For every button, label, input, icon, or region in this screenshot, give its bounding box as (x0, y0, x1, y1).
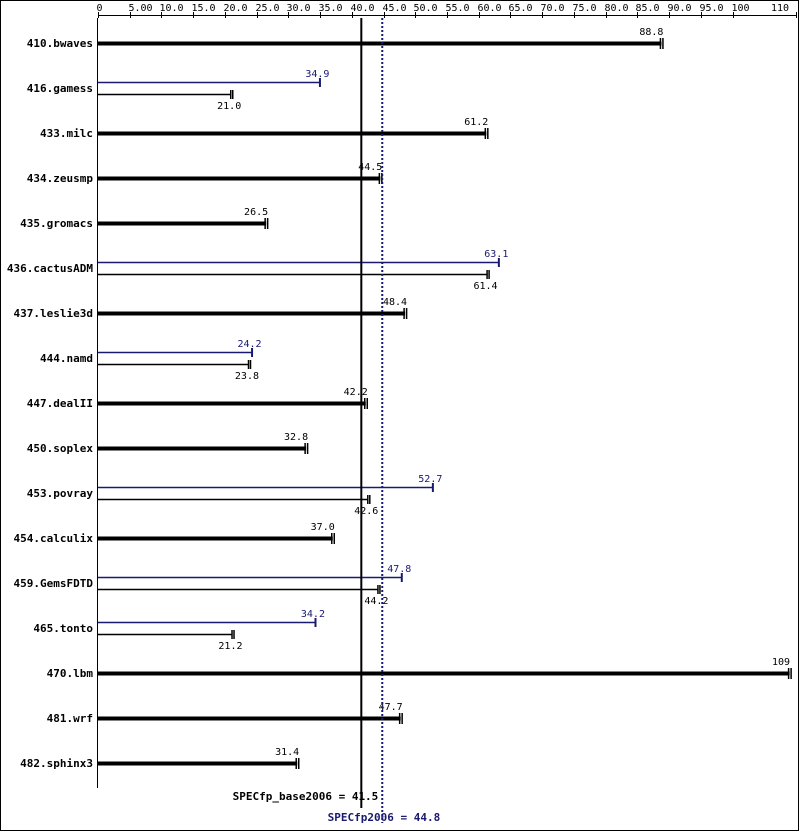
x-tick-label: 45.0 (383, 3, 407, 14)
base-value-label: 44.5 (358, 162, 382, 173)
x-tick-label: 30.0 (287, 3, 311, 14)
benchmark-label: 447.dealII (27, 397, 93, 410)
x-tick-label: 90.0 (668, 3, 692, 14)
base-value-label: 109 (772, 657, 790, 668)
peak-value-label: 34.9 (305, 69, 329, 80)
peak-reference-label: SPECfp2006 = 44.8 (328, 811, 441, 824)
x-tick-label: 20.0 (224, 3, 248, 14)
benchmark-label: 437.leslie3d (14, 307, 93, 320)
benchmark-label: 435.gromacs (20, 217, 93, 230)
x-tick-label: 40.0 (351, 3, 375, 14)
benchmark-label: 444.namd (40, 352, 93, 365)
x-tick-label: 100 (732, 3, 750, 14)
benchmark-label: 436.cactusADM (7, 262, 93, 275)
x-tick-label: 60.0 (478, 3, 502, 14)
benchmark-label: 481.wrf (47, 712, 93, 725)
x-tick-label: 85.0 (636, 3, 660, 14)
base-value-label: 48.4 (383, 297, 407, 308)
benchmark-label: 433.milc (40, 127, 93, 140)
benchmark-label: 454.calculix (14, 532, 94, 545)
base-value-label: 21.0 (217, 101, 241, 112)
base-value-label: 61.2 (464, 117, 488, 128)
x-tick-label: 25.0 (256, 3, 280, 14)
peak-value-label: 52.7 (418, 474, 442, 485)
benchmark-label: 453.povray (27, 487, 94, 500)
x-tick-label: 50.0 (414, 3, 438, 14)
x-tick-label: 65.0 (509, 3, 533, 14)
base-value-label: 44.2 (364, 596, 388, 607)
base-value-label: 32.8 (284, 432, 308, 443)
x-tick-label: 95.0 (700, 3, 724, 14)
base-value-label: 88.8 (639, 27, 663, 38)
x-tick-label: 15.0 (192, 3, 216, 14)
peak-value-label: 63.1 (484, 249, 508, 260)
peak-value-label: 47.8 (387, 564, 411, 575)
benchmark-label: 410.bwaves (27, 37, 93, 50)
benchmark-label: 470.lbm (47, 667, 94, 680)
base-value-label: 23.8 (235, 371, 259, 382)
base-reference-label: SPECfp_base2006 = 41.5 (233, 790, 379, 803)
x-tick-label: 110 (771, 3, 789, 14)
x-tick-label: 80.0 (605, 3, 629, 14)
x-tick-label: 5.00 (129, 3, 153, 14)
x-tick-label: 75.0 (573, 3, 597, 14)
benchmark-label: 465.tonto (33, 622, 93, 635)
base-value-label: 61.4 (473, 281, 497, 292)
benchmark-label: 434.zeusmp (27, 172, 94, 185)
peak-value-label: 34.2 (301, 609, 325, 620)
peak-value-label: 24.2 (237, 339, 261, 350)
x-tick-label: 10.0 (160, 3, 184, 14)
x-tick-label: 55.0 (446, 3, 470, 14)
x-tick-label: 70.0 (541, 3, 565, 14)
base-value-label: 42.6 (354, 506, 378, 517)
benchmark-label: 450.soplex (27, 442, 94, 455)
base-value-label: 21.2 (218, 641, 242, 652)
benchmark-label: 459.GemsFDTD (14, 577, 94, 590)
base-value-label: 31.4 (275, 747, 299, 758)
base-value-label: 37.0 (311, 522, 335, 533)
base-value-label: 26.5 (244, 207, 268, 218)
base-value-label: 42.2 (344, 387, 368, 398)
benchmark-label: 416.gamess (27, 82, 93, 95)
benchmark-label: 482.sphinx3 (20, 757, 93, 770)
x-tick-label: 0 (97, 3, 103, 14)
x-tick-label: 35.0 (319, 3, 343, 14)
base-value-label: 47.7 (379, 702, 403, 713)
